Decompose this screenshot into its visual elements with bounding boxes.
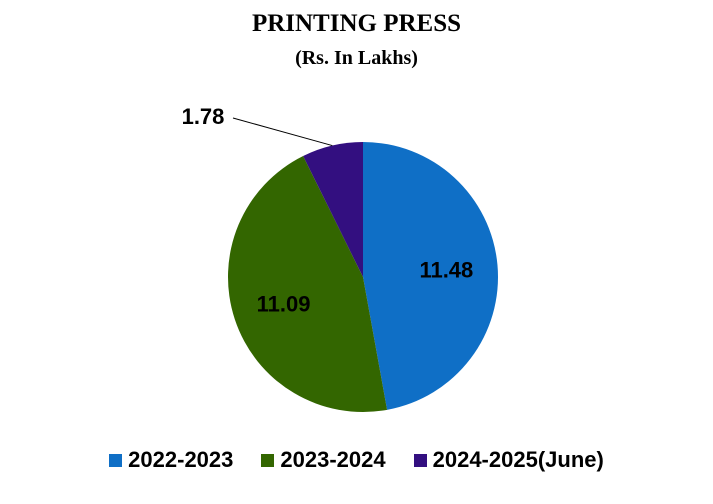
legend-label-2022-2023: 2022-2023: [128, 447, 234, 472]
data-label-2023-2024: 11.09: [257, 291, 311, 316]
chart-title: PRINTING PRESS: [251, 10, 462, 37]
legend-swatch-2024-2025: [413, 453, 427, 467]
legend-label-2024-2025: 2024-2025(June): [432, 447, 604, 472]
chart-subtitle: (Rs. In Lakhs): [295, 47, 418, 69]
slice-2022-2023: [363, 142, 498, 410]
legend-swatch-2022-2023: [109, 453, 123, 467]
pie-chart: 11.48 11.09 1.78: [182, 104, 498, 412]
slice-2024-2025: [303, 142, 363, 277]
legend-item-2024-2025: 2024-2025(June): [413, 447, 604, 473]
data-label-2024-2025: 1.78: [182, 104, 225, 129]
leader-line-2024-2025: [232, 117, 333, 147]
legend: 2022-2023 2023-2024 2024-2025(June): [0, 447, 713, 473]
legend-item-2023-2024: 2023-2024: [261, 447, 386, 473]
data-label-2022-2023: 11.48: [419, 258, 473, 283]
legend-label-2023-2024: 2023-2024: [280, 447, 386, 472]
legend-item-2022-2023: 2022-2023: [109, 447, 233, 473]
slice-2023-2024: [228, 155, 388, 412]
legend-swatch-2023-2024: [261, 453, 275, 467]
